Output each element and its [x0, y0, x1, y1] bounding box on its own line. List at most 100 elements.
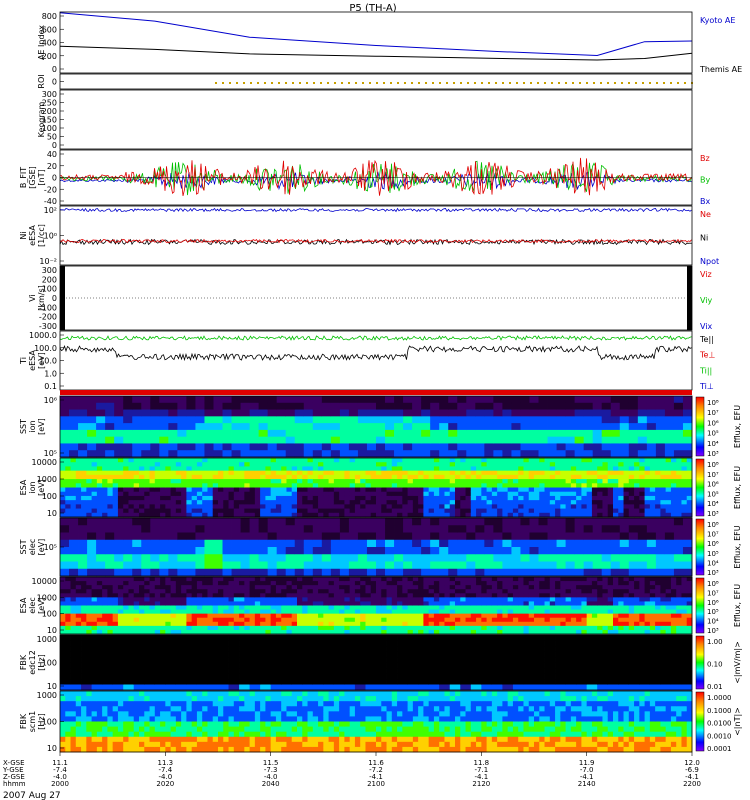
spectrogram-cell — [512, 470, 519, 476]
spectrogram-cell — [228, 609, 235, 615]
spectrogram-cell — [670, 585, 677, 590]
spectrogram-cell — [618, 609, 624, 615]
spectrogram-cell — [511, 436, 521, 444]
spectrogram-cell — [312, 512, 319, 518]
spectrogram-cell — [465, 597, 472, 602]
spectrogram-cell — [491, 581, 498, 586]
spectrogram-cell — [439, 539, 449, 548]
spectrogram-cell — [307, 462, 314, 467]
spectrogram-cell — [102, 495, 108, 501]
spectrogram-cell — [394, 532, 404, 541]
spectrogram-cell — [139, 470, 145, 476]
spectrogram-cell — [87, 416, 97, 424]
spectrogram-cell — [664, 402, 675, 410]
spectrogram-cell — [581, 609, 588, 615]
spectrogram-cell — [207, 470, 214, 476]
spectrogram-cell — [123, 547, 133, 555]
spectrogram-cell — [275, 491, 282, 497]
spectrogram-cell — [560, 487, 566, 493]
roi-dot — [439, 82, 441, 84]
spectrogram-cell — [686, 577, 693, 582]
spectrogram-cell — [623, 508, 630, 514]
spectrogram-cell — [321, 518, 332, 526]
spectrogram-cell — [323, 605, 329, 610]
spectrogram-cell — [628, 589, 635, 594]
spectrogram-cell — [239, 617, 245, 623]
spectrogram-cell — [69, 443, 79, 451]
spectrogram-cell — [607, 605, 614, 610]
spectrogram-cell — [349, 597, 356, 602]
spectrogram-cell — [397, 617, 403, 623]
spectrogram-cell — [96, 462, 103, 467]
spectrogram-cell — [491, 613, 498, 619]
spectrogram-cell — [291, 625, 298, 631]
spectrogram-cell — [165, 640, 177, 647]
spectrogram-cell — [439, 429, 449, 438]
spectrogram-cell — [475, 518, 485, 526]
roi-frame — [59, 73, 693, 90]
spectrogram-cell — [91, 466, 98, 472]
spectrogram-cell — [544, 629, 551, 635]
spectrogram-cell — [402, 504, 408, 509]
spectrogram-cell — [168, 554, 178, 562]
spectrogram-cell — [407, 483, 414, 488]
spectrogram-cell — [133, 483, 140, 488]
spectrogram-cell — [344, 629, 351, 635]
spectrogram-cell — [613, 589, 619, 594]
spectrogram-cell — [602, 483, 609, 488]
spectrogram-cell — [476, 625, 482, 631]
spectrogram-cell — [144, 462, 150, 467]
spectrogram-cell — [444, 597, 451, 602]
tick-label: 10⁵ — [44, 543, 57, 552]
spectrogram-cell — [538, 402, 548, 410]
spectrogram-cell — [78, 568, 88, 577]
spectrogram-cell — [365, 504, 372, 509]
spectrogram-cell — [123, 470, 129, 476]
spectrogram-cell — [91, 479, 98, 484]
spectrogram-cell — [170, 585, 177, 590]
spectrogram-cell — [613, 597, 619, 602]
spectrogram-cell — [133, 470, 140, 476]
spectrogram-cell — [670, 629, 677, 635]
spectrogram-cell — [70, 508, 77, 514]
spectrogram-cell — [344, 470, 351, 476]
spectrogram-cell — [186, 625, 193, 631]
colorbar-tick-label: 10⁶ — [707, 481, 719, 489]
spectrogram-cell — [586, 581, 593, 586]
spectrogram-cell — [560, 504, 566, 509]
spectrogram-cell — [634, 605, 640, 610]
spectrogram-cell — [321, 547, 332, 555]
spectrogram-cell — [128, 483, 135, 488]
spectrogram-cell — [102, 462, 108, 467]
spectrogram-cell — [430, 409, 440, 417]
spectrogram-cell — [222, 554, 232, 562]
spectrogram-cell — [466, 416, 476, 424]
spectrogram-cell — [602, 617, 609, 623]
spectrogram-cell — [117, 479, 124, 484]
spectrogram-cell — [312, 479, 319, 484]
spectrogram-cell — [439, 470, 445, 476]
spectrogram-cell — [254, 483, 261, 488]
spectrogram-cell — [534, 512, 540, 518]
spectrogram-cell — [581, 508, 588, 514]
spectrogram-cell — [655, 589, 661, 594]
spectrogram-cell — [518, 629, 524, 635]
spectrogram-cell — [649, 466, 656, 472]
spectrogram-cell — [165, 621, 171, 627]
spectrogram-cell — [87, 532, 97, 541]
spectrogram-cell — [555, 621, 561, 627]
roi-dot — [418, 82, 420, 84]
spectrogram-cell — [186, 605, 193, 610]
spectrogram-cell — [267, 416, 278, 424]
spectrogram-cell — [565, 458, 572, 463]
spectrogram-cell — [354, 617, 361, 623]
spectrogram-cell — [664, 443, 675, 451]
spectrogram-cell — [154, 593, 161, 598]
spectrogram-cell — [607, 613, 614, 619]
spectrogram-cell — [518, 483, 524, 488]
spectrogram-cell — [186, 436, 196, 444]
spectrogram-cell — [285, 518, 296, 526]
spectrogram-cell — [523, 629, 530, 635]
spectrogram-cell — [502, 466, 509, 472]
spectrogram-cell — [466, 554, 476, 562]
